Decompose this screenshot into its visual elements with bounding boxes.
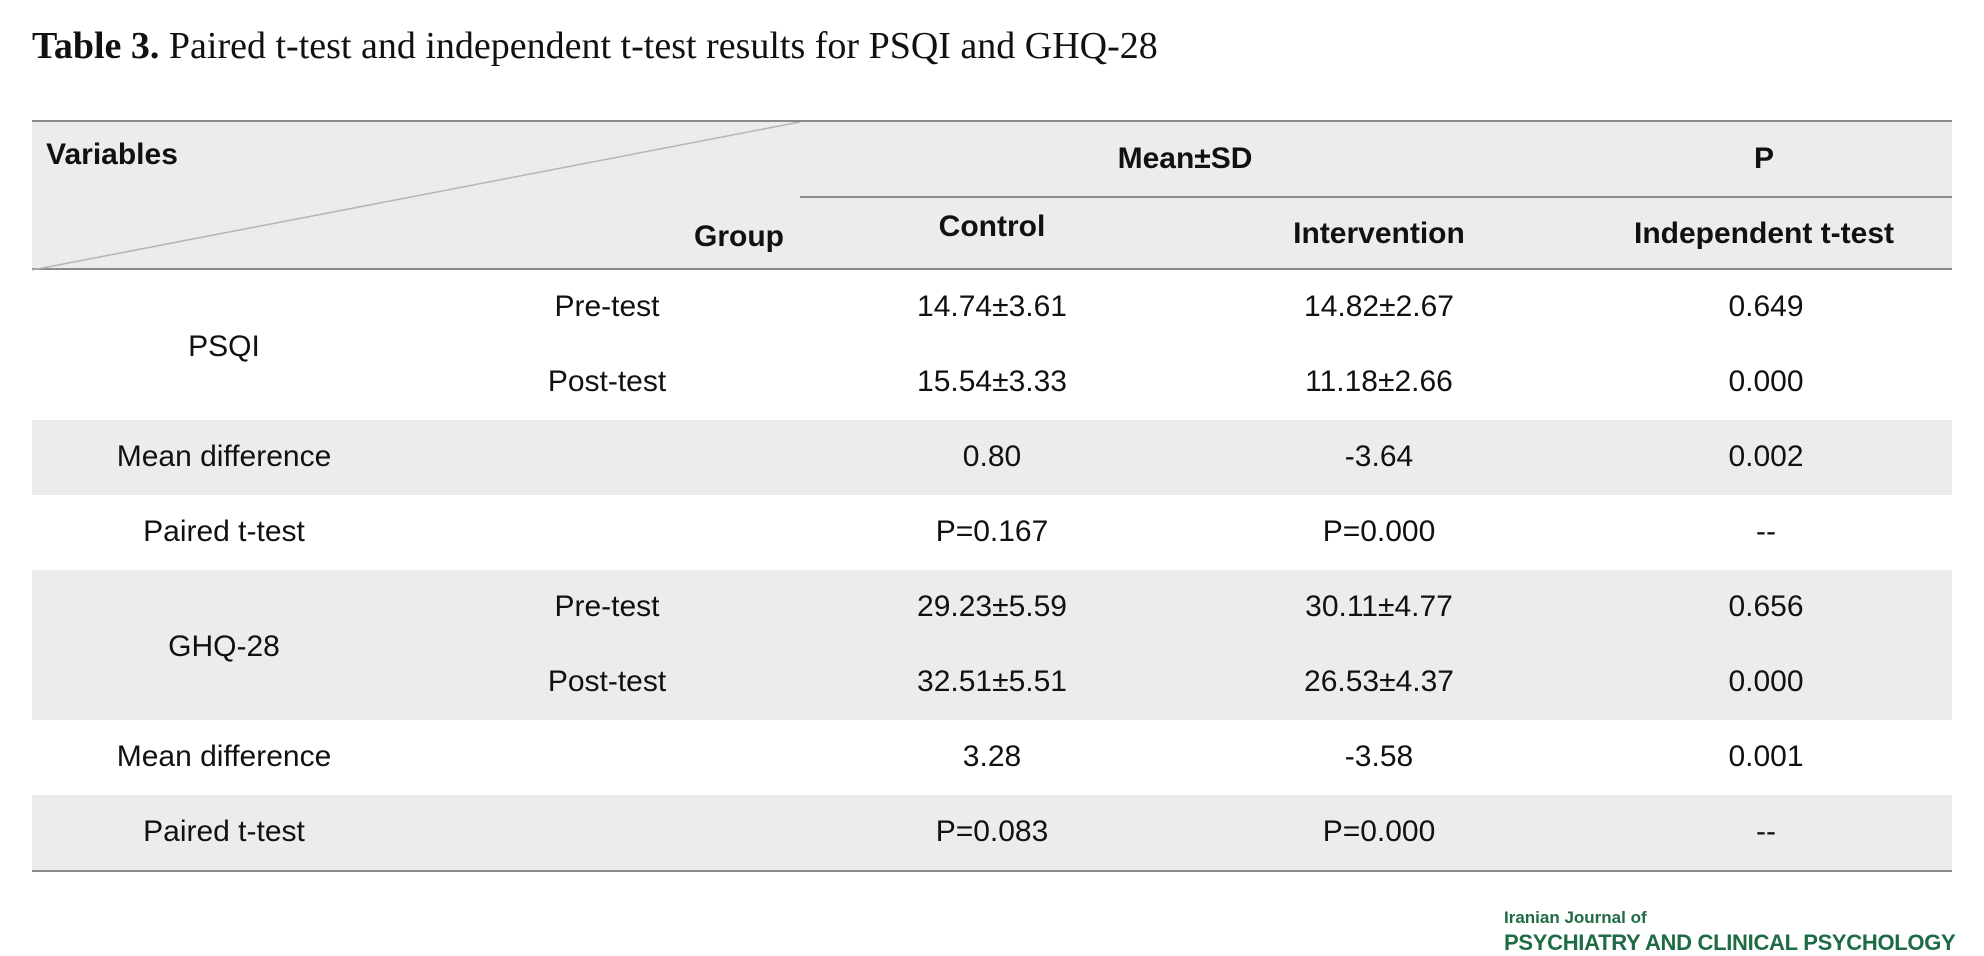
header-p: P xyxy=(1753,142,1775,175)
cell-group: Pre-test xyxy=(554,590,660,623)
cell-p-value: 0.656 xyxy=(1728,590,1804,623)
cell-p-value: 0.001 xyxy=(1728,740,1804,773)
header-group: Group xyxy=(694,220,784,253)
cell-control: 32.51±5.51 xyxy=(917,665,1067,698)
cell-p-value: 0.000 xyxy=(1728,365,1804,398)
table-caption-label: Table 3. xyxy=(32,25,160,67)
cell-group: Post-test xyxy=(547,665,667,698)
cell-variable: Mean difference xyxy=(116,740,332,773)
cell-control: 15.54±3.33 xyxy=(917,365,1067,398)
cell-p-value: 0.000 xyxy=(1728,665,1804,698)
table-caption: Table 3. Paired t-test and independent t… xyxy=(32,24,1158,68)
header-variables: Variables xyxy=(46,138,178,171)
cell-variable: PSQI xyxy=(188,330,260,363)
cell-intervention: P=0.000 xyxy=(1322,815,1436,848)
table-bottom-rule xyxy=(32,870,1952,872)
cell-intervention: 30.11±4.77 xyxy=(1305,590,1453,623)
cell-group: Post-test xyxy=(547,365,667,398)
table-header: Variables Group Mean±SD P Control Interv… xyxy=(32,120,1952,271)
cell-variable: Mean difference xyxy=(116,440,332,473)
cell-control: P=0.167 xyxy=(935,515,1049,548)
cell-p-value: 0.649 xyxy=(1728,290,1804,323)
row-background xyxy=(32,420,1952,495)
table-caption-text: Paired t-test and independent t-test res… xyxy=(159,25,1158,67)
cell-variable: Paired t-test xyxy=(143,815,305,848)
cell-control: 14.74±3.61 xyxy=(917,290,1067,323)
row-background xyxy=(32,570,1952,720)
row-background xyxy=(32,795,1952,870)
cell-group: Pre-test xyxy=(554,290,660,323)
cell-intervention: 26.53±4.37 xyxy=(1304,665,1454,698)
cell-control: 29.23±5.59 xyxy=(917,590,1067,623)
header-mean-sd: Mean±SD xyxy=(1117,142,1253,175)
cell-intervention: P=0.000 xyxy=(1322,515,1436,548)
journal-logo: Iranian Journal of PSYCHIATRY AND CLINIC… xyxy=(1504,908,1956,956)
header-control: Control xyxy=(938,210,1046,243)
cell-p-value: 0.002 xyxy=(1728,440,1804,473)
header-independent-t-test: Independent t-test xyxy=(1634,217,1894,250)
cell-control: P=0.083 xyxy=(935,815,1049,848)
journal-logo-line1: Iranian Journal of xyxy=(1504,908,1647,927)
cell-intervention: 14.82±2.67 xyxy=(1304,290,1454,323)
cell-variable: GHQ-28 xyxy=(168,630,280,663)
header-diagonal-divider xyxy=(32,122,800,271)
cell-intervention: -3.64 xyxy=(1344,440,1414,473)
cell-control: 3.28 xyxy=(962,740,1022,773)
cell-intervention: 11.18±2.66 xyxy=(1305,365,1453,398)
header-group-rule xyxy=(800,196,1952,198)
cell-p-value: -- xyxy=(1756,815,1776,848)
cell-intervention: -3.58 xyxy=(1344,740,1414,773)
header-intervention: Intervention xyxy=(1293,217,1465,250)
cell-variable: Paired t-test xyxy=(143,515,305,548)
cell-p-value: -- xyxy=(1756,515,1776,548)
journal-logo-line2: PSYCHIATRY AND CLINICAL PSYCHOLOGY xyxy=(1504,930,1956,955)
cell-control: 0.80 xyxy=(962,440,1022,473)
results-table: Variables Group Mean±SD P Control Interv… xyxy=(32,120,1952,872)
